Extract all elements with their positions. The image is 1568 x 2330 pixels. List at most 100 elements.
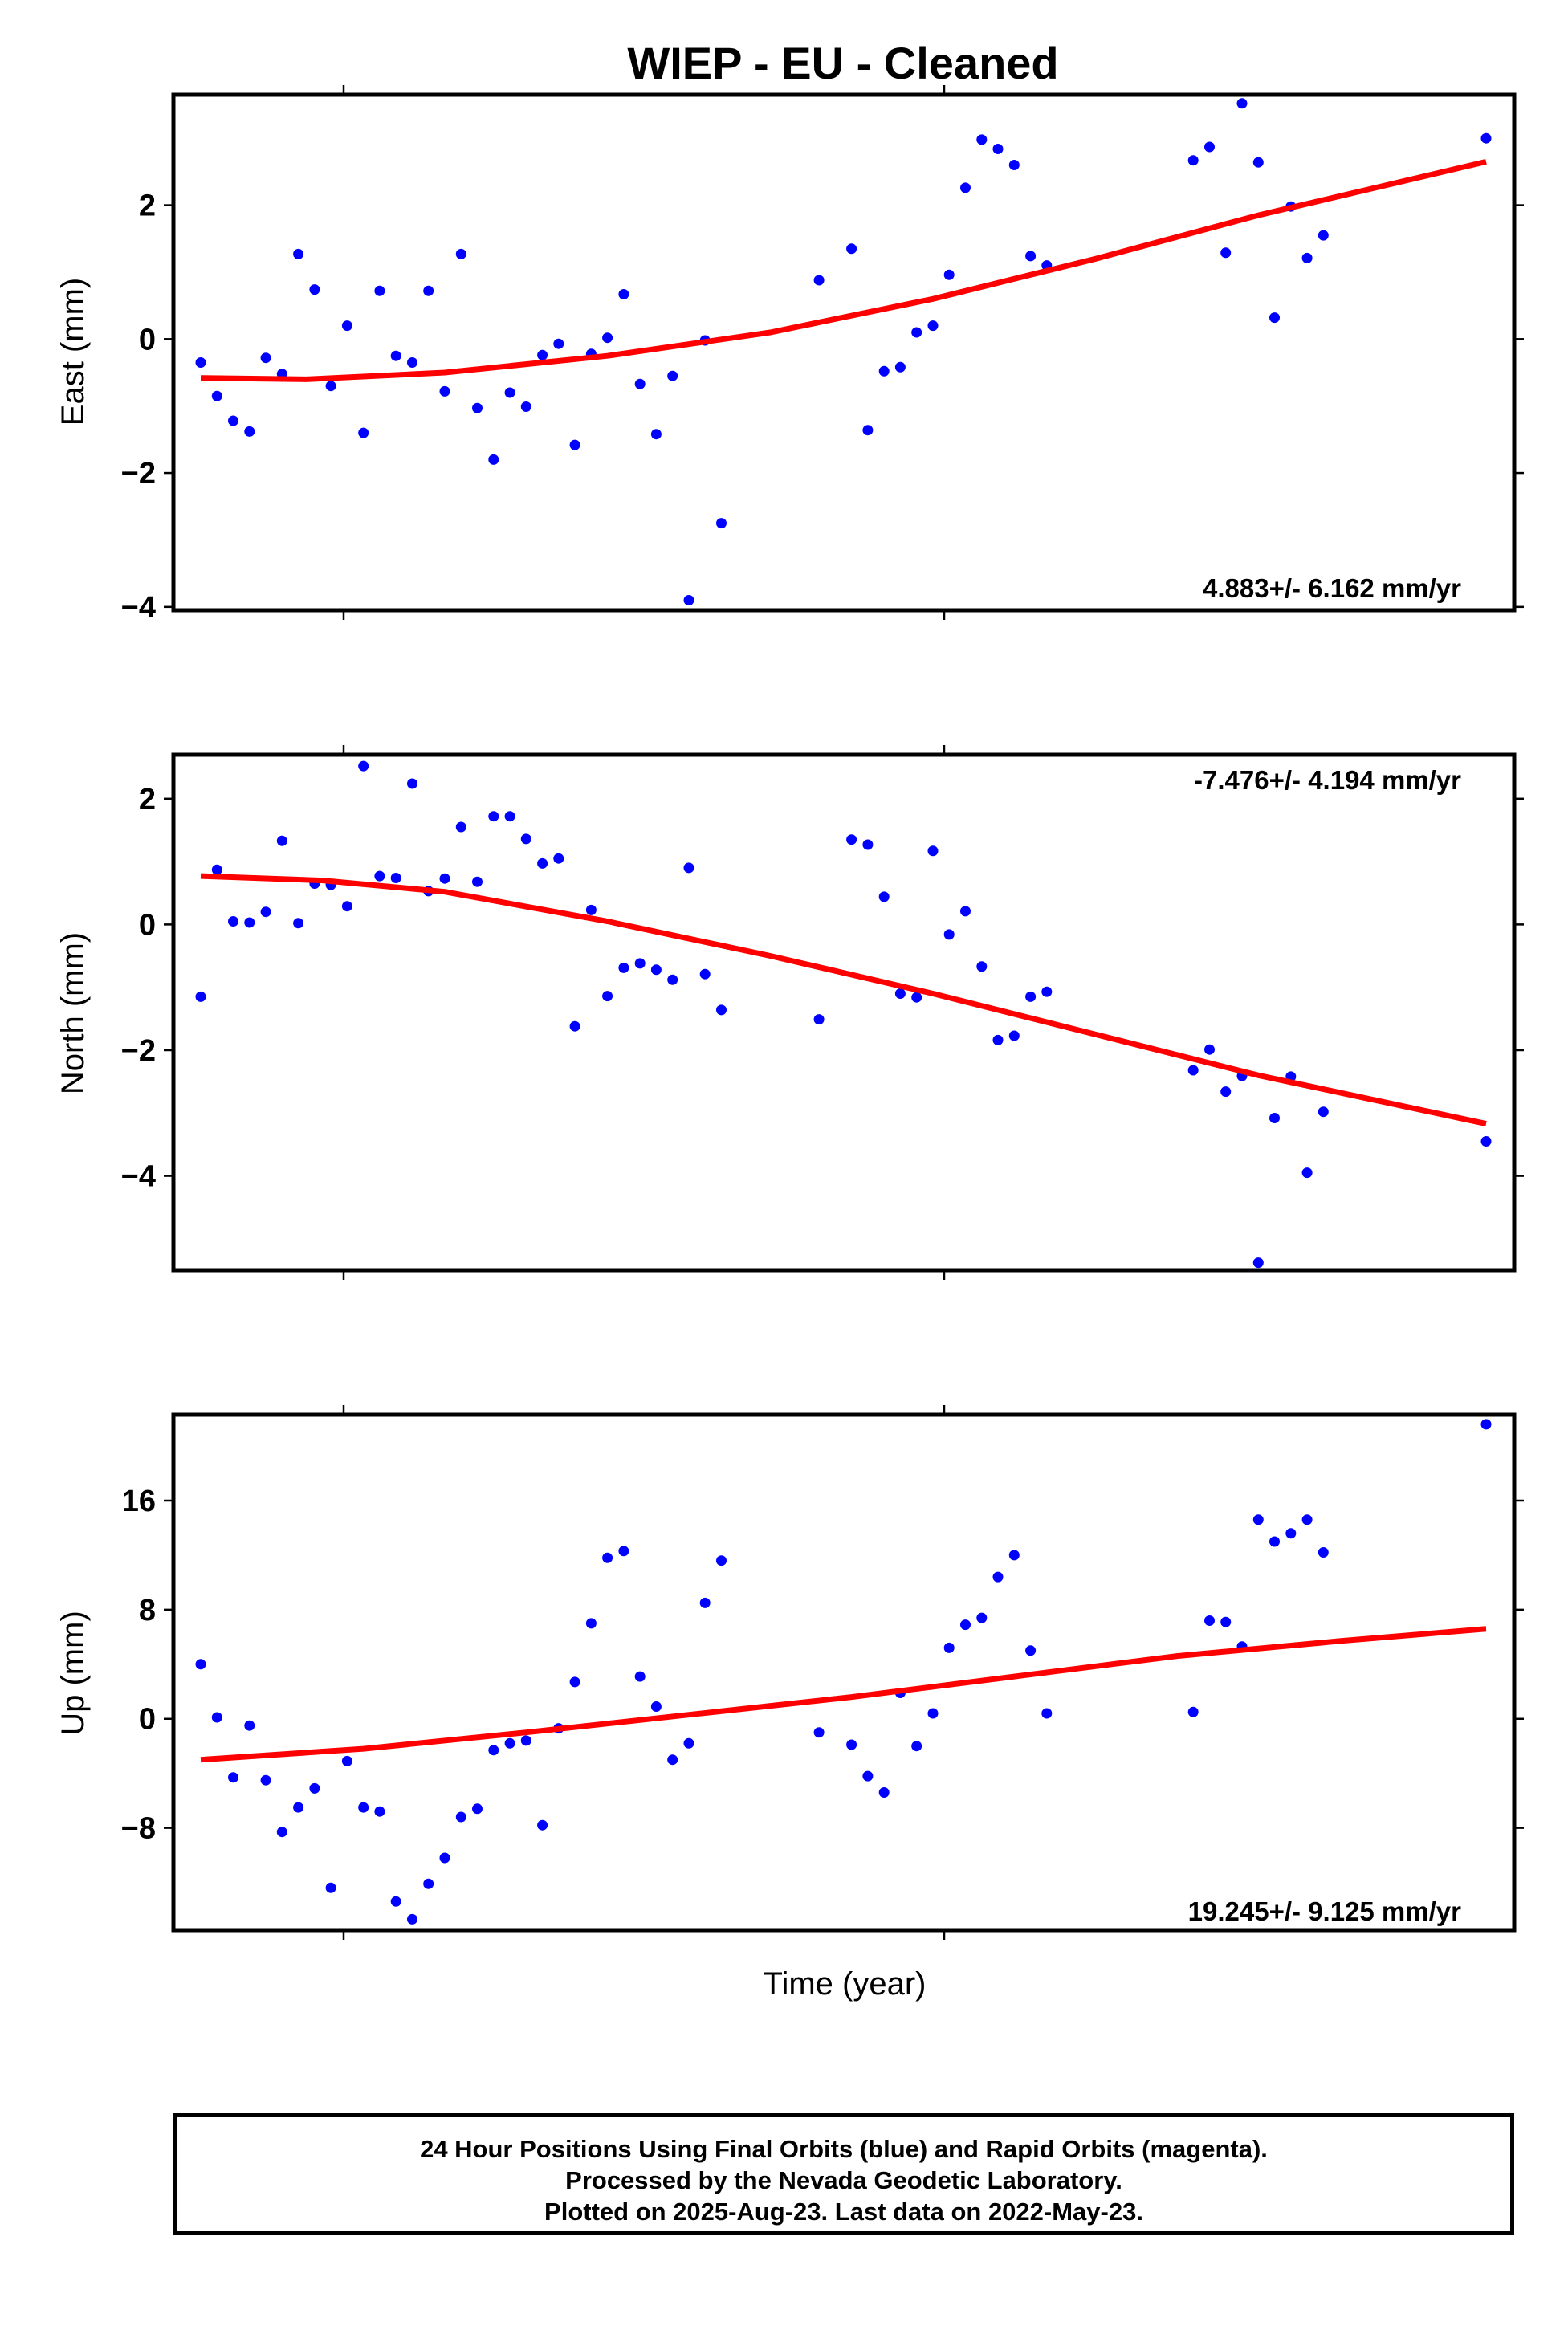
up-point-16: [455, 1811, 466, 1823]
east-point-12: [390, 350, 401, 361]
east-point-41: [960, 182, 971, 193]
east-point-16: [455, 248, 466, 259]
north-point-29: [667, 974, 678, 985]
north-point-9: [341, 901, 352, 912]
east-point-33: [813, 275, 825, 286]
north-point-10: [358, 760, 369, 772]
east-point-47: [1187, 155, 1199, 166]
east-point-23: [569, 439, 580, 450]
east-point-38: [911, 327, 922, 338]
info-line-3: Plotted on 2025-Aug-23. Last data on 202…: [544, 2198, 1143, 2226]
up-ytick-label-3: 16: [122, 1485, 156, 1518]
north-point-31: [699, 968, 711, 980]
up-point-33: [813, 1727, 825, 1738]
up-point-5: [276, 1827, 287, 1838]
up-point-48: [1204, 1615, 1215, 1626]
north-point-41: [960, 906, 971, 917]
east-point-19: [504, 387, 515, 398]
east-point-26: [618, 289, 629, 299]
north-point-23: [569, 1020, 580, 1032]
east-point-40: [943, 269, 955, 280]
up-point-35: [862, 1770, 874, 1782]
east-point-9: [341, 320, 352, 332]
north-point-55: [1318, 1106, 1329, 1118]
east-ylabel: East (mm): [55, 278, 91, 426]
up-point-8: [325, 1882, 336, 1893]
up-point-3: [244, 1720, 255, 1731]
east-point-3: [244, 426, 255, 437]
east-point-42: [976, 134, 988, 145]
north-point-15: [439, 873, 450, 884]
up-point-10: [358, 1802, 369, 1813]
east-point-8: [325, 381, 336, 392]
north-point-6: [293, 918, 304, 929]
east-point-45: [1025, 251, 1037, 262]
up-point-36: [878, 1787, 890, 1798]
up-point-0: [195, 1659, 206, 1670]
north-point-51: [1252, 1257, 1264, 1269]
up-point-42: [976, 1612, 988, 1623]
up-point-6: [293, 1802, 304, 1813]
north-point-38: [911, 992, 922, 1003]
north-point-22: [553, 853, 564, 864]
north-point-37: [894, 988, 906, 999]
east-plot-area: [195, 98, 1492, 605]
east-point-15: [439, 385, 450, 397]
east-point-6: [293, 248, 304, 259]
up-point-46: [1041, 1708, 1053, 1719]
up-panel: Up (mm) 19.245+/- 9.125 mm/yr −8 0 8 16: [55, 1405, 1524, 1940]
info-line-2: Processed by the Nevada Geodetic Laborat…: [565, 2166, 1122, 2194]
north-point-12: [390, 873, 401, 883]
up-point-1: [211, 1712, 222, 1723]
north-point-0: [195, 991, 206, 1002]
east-point-1: [211, 390, 222, 401]
east-point-50: [1236, 98, 1248, 109]
up-point-28: [650, 1701, 662, 1712]
north-point-24: [585, 904, 597, 915]
up-point-38: [911, 1741, 922, 1752]
north-point-28: [650, 964, 662, 976]
up-plot-area: [195, 1419, 1492, 1925]
north-point-35: [862, 839, 874, 850]
up-rate-label: 19.245+/- 9.125 mm/yr: [1188, 1896, 1461, 1926]
east-point-56: [1480, 132, 1492, 144]
east-point-39: [927, 320, 939, 332]
up-point-4: [260, 1774, 271, 1786]
north-point-13: [407, 778, 417, 789]
north-point-54: [1301, 1167, 1313, 1179]
north-point-30: [683, 862, 694, 874]
east-point-35: [862, 425, 874, 436]
north-point-25: [602, 991, 613, 1002]
east-point-0: [195, 357, 206, 368]
north-point-43: [992, 1034, 1004, 1045]
info-box: 24 Hour Positions Using Final Orbits (bl…: [173, 2113, 1514, 2235]
up-point-17: [472, 1803, 483, 1815]
up-point-12: [390, 1896, 401, 1907]
east-panel: East (mm) 4.883+/- 6.162 mm/yr −4 −2 0 2: [55, 85, 1524, 625]
north-point-36: [878, 891, 890, 902]
east-ytick-label-1: −2: [121, 457, 156, 491]
north-point-39: [927, 845, 939, 857]
up-trend-line: [200, 1626, 1487, 1763]
north-point-56: [1480, 1136, 1492, 1147]
up-point-20: [520, 1735, 531, 1746]
north-point-5: [276, 835, 287, 846]
east-point-34: [846, 243, 857, 255]
up-point-26: [618, 1546, 629, 1557]
east-ytick-label-3: 2: [139, 189, 156, 223]
up-point-15: [439, 1852, 450, 1864]
north-ytick-label-1: −2: [121, 1034, 156, 1068]
north-panel: North (mm) -7.476+/- 4.194 mm/yr −4 −2 0 2: [55, 745, 1524, 1280]
up-point-31: [699, 1597, 711, 1608]
up-point-39: [927, 1708, 939, 1719]
up-point-53: [1285, 1528, 1297, 1539]
up-ytick-label-1: 0: [139, 1703, 156, 1737]
north-ytick-label-0: −4: [121, 1160, 156, 1194]
up-point-56: [1480, 1419, 1492, 1430]
east-trend-line: [200, 158, 1487, 382]
north-plot-area: [195, 760, 1492, 1269]
north-point-19: [504, 811, 515, 822]
up-point-18: [488, 1745, 499, 1756]
north-point-40: [943, 929, 955, 940]
